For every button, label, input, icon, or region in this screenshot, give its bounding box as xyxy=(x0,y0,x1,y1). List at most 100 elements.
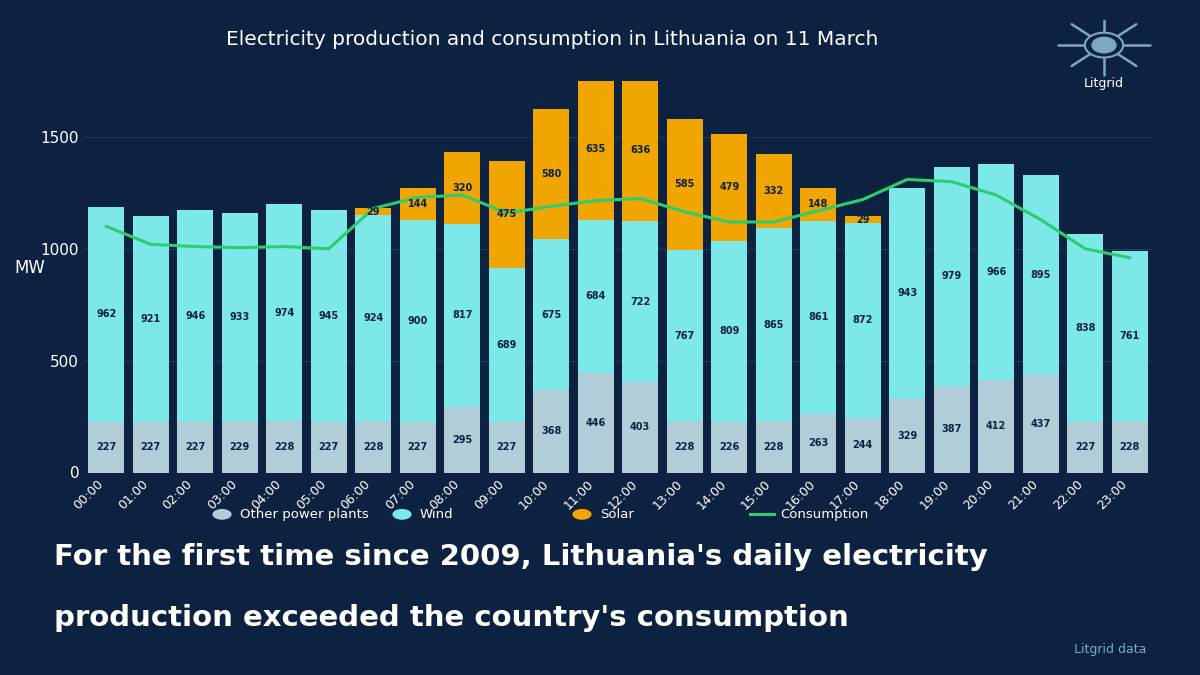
Bar xyxy=(978,380,1014,472)
Bar xyxy=(311,422,347,472)
Bar xyxy=(533,109,570,239)
Bar xyxy=(666,250,703,421)
Bar xyxy=(400,422,436,472)
Text: 872: 872 xyxy=(852,315,872,325)
Text: 684: 684 xyxy=(586,291,606,301)
Text: 320: 320 xyxy=(452,183,473,193)
Bar xyxy=(800,221,836,414)
Bar xyxy=(889,188,925,399)
Bar xyxy=(978,164,1014,380)
Text: 900: 900 xyxy=(408,316,428,326)
Text: 924: 924 xyxy=(364,313,383,323)
Text: 227: 227 xyxy=(319,442,338,452)
Bar xyxy=(845,223,881,418)
Bar xyxy=(400,220,436,422)
Bar xyxy=(889,399,925,472)
Text: 229: 229 xyxy=(229,442,250,452)
Text: 227: 227 xyxy=(1075,442,1096,452)
Bar xyxy=(845,418,881,472)
Bar xyxy=(756,154,792,228)
Bar xyxy=(1022,375,1058,472)
Circle shape xyxy=(1085,32,1123,57)
Bar xyxy=(355,421,391,472)
Text: 387: 387 xyxy=(942,424,962,434)
Bar xyxy=(622,78,659,221)
Text: 295: 295 xyxy=(452,435,473,445)
Bar xyxy=(132,216,169,422)
Text: 722: 722 xyxy=(630,296,650,306)
Text: 332: 332 xyxy=(763,186,784,196)
Bar xyxy=(622,221,659,382)
Text: 865: 865 xyxy=(763,320,784,329)
Bar xyxy=(712,422,748,472)
Y-axis label: MW: MW xyxy=(14,259,44,277)
Text: 946: 946 xyxy=(185,311,205,321)
Bar xyxy=(533,390,570,472)
Text: 817: 817 xyxy=(452,310,473,320)
Text: 979: 979 xyxy=(942,271,962,281)
Text: 244: 244 xyxy=(853,440,872,450)
Text: 368: 368 xyxy=(541,427,562,436)
Text: 227: 227 xyxy=(140,442,161,452)
Bar xyxy=(934,386,970,472)
Bar xyxy=(488,161,524,267)
Text: 585: 585 xyxy=(674,180,695,190)
Bar xyxy=(178,422,214,472)
Bar xyxy=(756,421,792,472)
Text: 227: 227 xyxy=(185,442,205,452)
Bar xyxy=(178,210,214,422)
Bar xyxy=(222,421,258,472)
Text: 475: 475 xyxy=(497,209,517,219)
Text: 809: 809 xyxy=(719,327,739,336)
Text: 446: 446 xyxy=(586,418,606,427)
Text: 974: 974 xyxy=(274,308,294,317)
Text: 966: 966 xyxy=(986,267,1007,277)
Text: 144: 144 xyxy=(408,199,428,209)
Bar xyxy=(222,213,258,421)
Text: 228: 228 xyxy=(1120,442,1140,452)
Text: Other power plants: Other power plants xyxy=(240,508,368,521)
Text: 228: 228 xyxy=(364,442,384,452)
Bar xyxy=(712,134,748,241)
Text: 933: 933 xyxy=(229,312,250,322)
Text: Electricity production and consumption in Lithuania on 11 March: Electricity production and consumption i… xyxy=(226,30,878,49)
Bar xyxy=(577,78,614,219)
Bar xyxy=(1111,421,1148,472)
Text: 403: 403 xyxy=(630,423,650,433)
Text: 838: 838 xyxy=(1075,323,1096,333)
Text: 227: 227 xyxy=(497,442,517,452)
Text: Solar: Solar xyxy=(600,508,634,521)
Bar xyxy=(1111,251,1148,421)
Text: 689: 689 xyxy=(497,340,517,350)
Bar xyxy=(444,406,480,472)
Text: 29: 29 xyxy=(366,207,380,217)
Text: Consumption: Consumption xyxy=(780,508,869,521)
Text: 580: 580 xyxy=(541,169,562,180)
Bar xyxy=(1067,234,1104,422)
Bar xyxy=(444,223,480,406)
Text: 226: 226 xyxy=(719,442,739,452)
Text: 148: 148 xyxy=(808,200,828,209)
Text: 228: 228 xyxy=(674,442,695,452)
Text: 675: 675 xyxy=(541,310,562,320)
Bar xyxy=(88,422,125,472)
Bar xyxy=(88,207,125,422)
Text: 945: 945 xyxy=(319,311,338,321)
Text: 29: 29 xyxy=(856,215,870,225)
Text: For the first time since 2009, Lithuania's daily electricity: For the first time since 2009, Lithuania… xyxy=(54,543,988,571)
Text: Wind: Wind xyxy=(420,508,454,521)
Text: 761: 761 xyxy=(1120,331,1140,342)
Bar xyxy=(488,422,524,472)
Bar xyxy=(355,209,391,215)
Text: 228: 228 xyxy=(274,442,294,452)
Bar xyxy=(1067,422,1104,472)
Text: 635: 635 xyxy=(586,144,606,154)
Text: Litgrid data: Litgrid data xyxy=(1074,643,1146,656)
Bar xyxy=(845,217,881,223)
Text: 636: 636 xyxy=(630,144,650,155)
Text: 412: 412 xyxy=(986,421,1007,431)
Text: 943: 943 xyxy=(898,288,917,298)
Text: Litgrid: Litgrid xyxy=(1084,78,1124,90)
Bar xyxy=(756,228,792,421)
Bar xyxy=(800,414,836,472)
